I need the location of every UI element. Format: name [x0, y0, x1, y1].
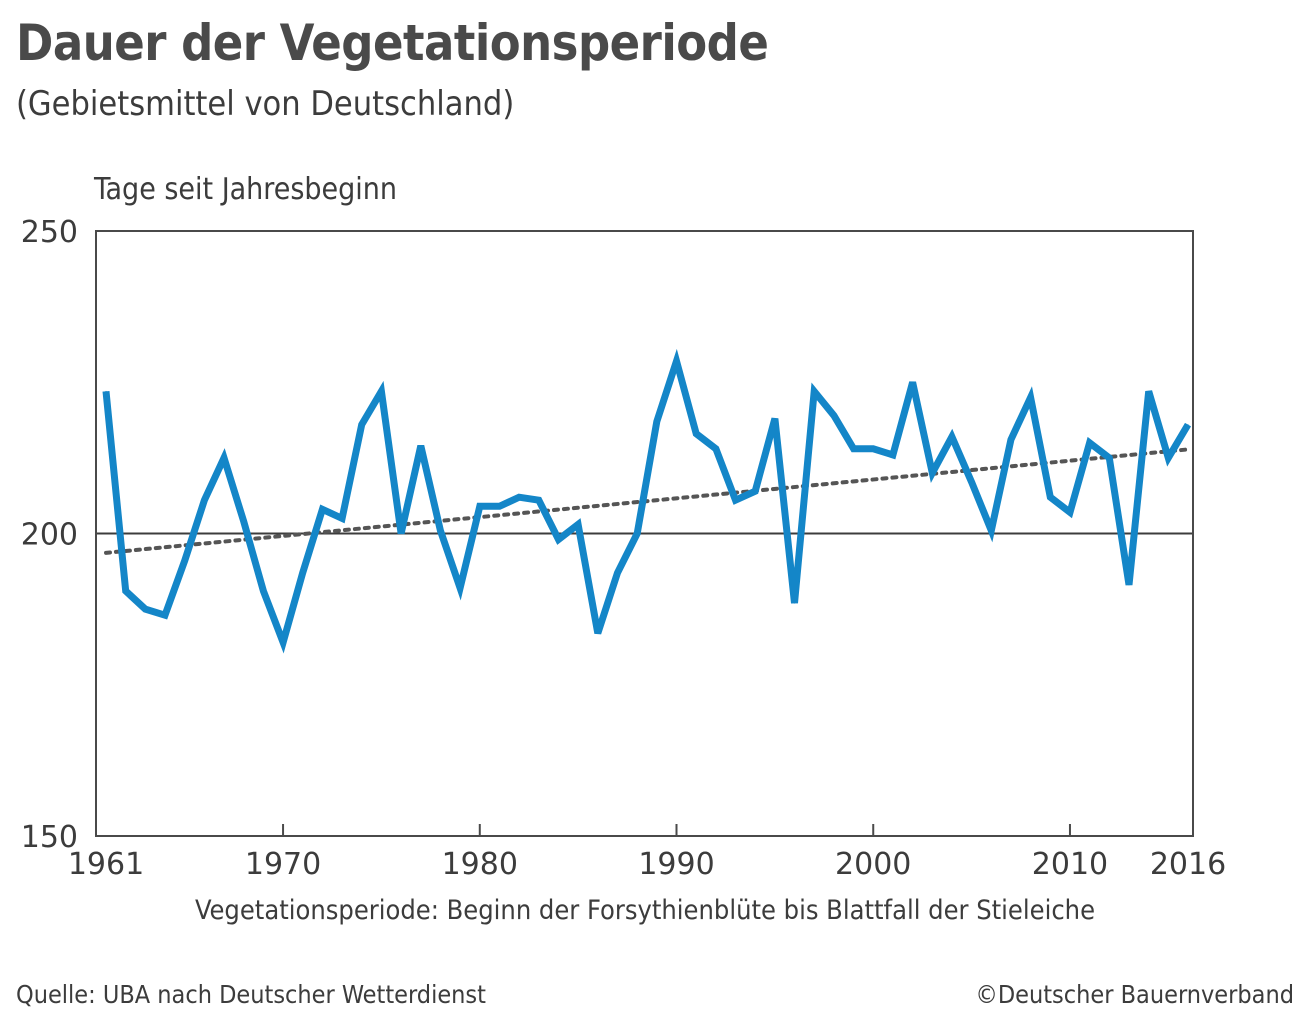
- data-point: [892, 454, 894, 456]
- data-point: [144, 608, 146, 610]
- data-point: [853, 448, 855, 450]
- copyright-note: ©Deutscher Bauernverband: [975, 980, 1294, 1009]
- data-point: [282, 641, 284, 643]
- data-point: [1187, 424, 1189, 426]
- data-point: [203, 499, 205, 501]
- y-axis-label: Tage seit Jahresbeginn: [94, 172, 398, 207]
- data-point: [1167, 457, 1169, 459]
- data-point: [912, 381, 914, 383]
- x-tick-label: 1980: [442, 847, 518, 882]
- data-point: [794, 602, 796, 604]
- data-point: [1069, 511, 1071, 513]
- footnote: Vegetationsperiode: Beginn der Forsythie…: [194, 895, 1096, 926]
- data-point: [971, 481, 973, 483]
- data-point: [557, 539, 559, 541]
- x-tick-label: 2016: [1150, 847, 1226, 882]
- data-point: [597, 632, 599, 634]
- data-point: [262, 590, 264, 592]
- y-tick-label: 150: [21, 820, 78, 855]
- data-point: [1089, 442, 1091, 444]
- data-point: [125, 590, 127, 592]
- data-point: [459, 587, 461, 589]
- data-point: [636, 533, 638, 534]
- data-point: [538, 499, 540, 501]
- data-point: [813, 390, 815, 392]
- data-point: [1148, 390, 1150, 392]
- data-point: [931, 472, 933, 474]
- data-point: [1010, 439, 1012, 441]
- data-point: [872, 448, 874, 450]
- x-tick-label: 2010: [1032, 847, 1108, 882]
- series-line: [102, 348, 1192, 654]
- chart-subtitle: (Gebietsmittel von Deutschland): [16, 84, 515, 124]
- data-point: [951, 436, 953, 438]
- x-tick-label: 1990: [638, 847, 714, 882]
- data-point: [715, 448, 717, 450]
- data-point: [1049, 496, 1051, 498]
- data-point: [616, 572, 618, 574]
- plot-frame: [95, 230, 1194, 837]
- x-tick-label: 1970: [245, 847, 321, 882]
- data-point: [990, 529, 992, 531]
- data-point: [400, 533, 402, 534]
- y-tick-label: 250: [21, 215, 78, 250]
- source-note: Quelle: UBA nach Deutscher Wetterdienst: [16, 980, 486, 1009]
- data-point: [518, 496, 520, 498]
- data-point: [105, 390, 107, 392]
- data-point: [695, 433, 697, 435]
- y-tick-label: 200: [21, 518, 78, 553]
- data-point: [184, 560, 186, 562]
- data-point: [577, 523, 579, 525]
- data-point: [656, 421, 658, 423]
- x-tick-label: 1961: [68, 847, 144, 882]
- data-point: [321, 508, 323, 510]
- data-point: [380, 390, 382, 392]
- data-point: [361, 424, 363, 426]
- data-point: [833, 415, 835, 417]
- axis-layer: 150 200 250 1961 1970 1980 1990 2000 2010 2016: [21, 215, 1226, 882]
- data-point: [676, 360, 678, 362]
- data-point: [164, 614, 166, 616]
- data-point: [1108, 457, 1110, 459]
- data-point: [498, 505, 500, 507]
- data-point: [1030, 396, 1032, 398]
- chart-title: Dauer der Vegetationsperiode: [16, 14, 769, 72]
- data-point: [1128, 584, 1130, 586]
- data-point: [302, 572, 304, 574]
- series-layer: [102, 348, 1192, 654]
- data-point: [223, 457, 225, 459]
- data-point: [479, 505, 481, 507]
- data-point: [774, 418, 776, 420]
- data-point: [735, 499, 737, 501]
- data-point: [439, 529, 441, 531]
- data-point: [420, 445, 422, 447]
- data-point: [243, 520, 245, 522]
- data-point: [754, 490, 756, 492]
- data-point: [341, 517, 343, 519]
- x-tick-label: 2000: [835, 847, 911, 882]
